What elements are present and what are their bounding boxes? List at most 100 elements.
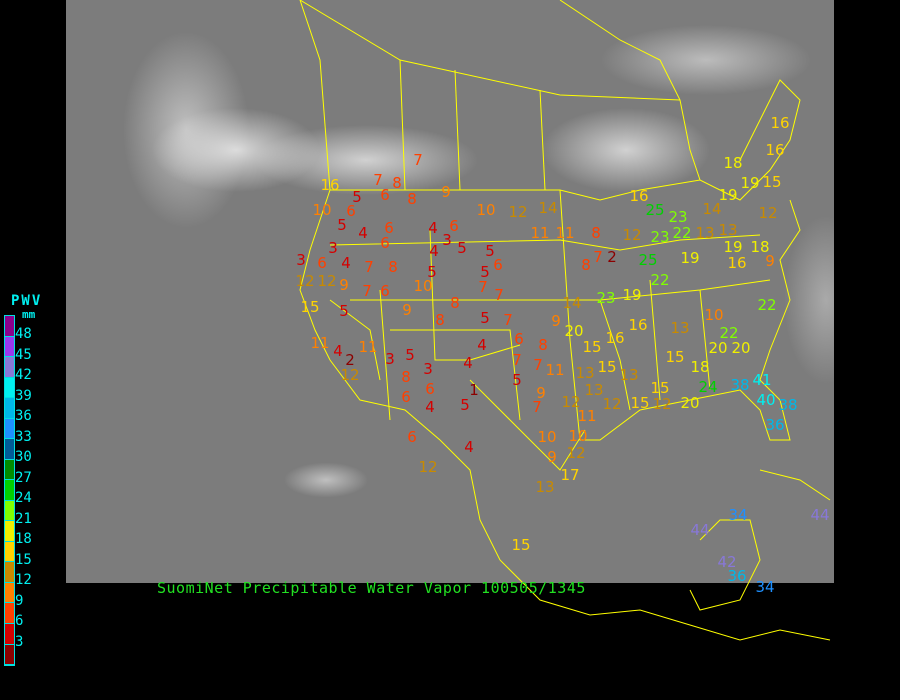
station-pwv-value: 8 [435, 311, 445, 329]
station-pwv-value: 13 [584, 381, 603, 399]
station-pwv-value: 23 [650, 228, 669, 246]
station-pwv-value: 38 [778, 396, 797, 414]
station-pwv-value: 15 [300, 298, 319, 316]
station-pwv-value: 11 [555, 224, 574, 242]
legend-swatch [5, 418, 14, 440]
station-pwv-value: 4 [428, 219, 438, 237]
station-pwv-value: 11 [577, 407, 596, 425]
station-pwv-value: 20 [731, 339, 750, 357]
boundary-line [469, 379, 586, 471]
station-pwv-value: 7 [413, 151, 423, 169]
station-pwv-value: 16 [628, 316, 647, 334]
boundary-line [539, 89, 546, 191]
station-pwv-value: 15 [762, 173, 781, 191]
station-pwv-value: 22 [650, 271, 669, 289]
station-pwv-value: 13 [575, 364, 594, 382]
station-pwv-value: 10 [537, 428, 556, 446]
station-pwv-value: 7 [593, 248, 603, 266]
boundary-line [689, 519, 761, 611]
station-pwv-value: 14 [702, 200, 721, 218]
station-pwv-value: 6 [425, 380, 435, 398]
legend-swatch [5, 377, 14, 399]
station-pwv-value: 25 [645, 201, 664, 219]
station-pwv-value: 6 [514, 330, 524, 348]
legend-label: 48 [15, 326, 32, 342]
boundary-line [329, 299, 381, 381]
legend-swatch [5, 500, 14, 522]
station-pwv-value: 14 [538, 199, 557, 217]
station-pwv-value: 5 [512, 371, 522, 389]
station-pwv-value: 5 [405, 346, 415, 364]
station-pwv-value: 6 [401, 388, 411, 406]
legend-color-bar [4, 315, 15, 666]
legend-label: 36 [15, 408, 32, 424]
station-pwv-value: 4 [358, 224, 368, 242]
station-pwv-value: 7 [532, 398, 542, 416]
legend-label: 33 [15, 428, 32, 445]
station-pwv-value: 8 [388, 258, 398, 276]
station-pwv-value: 9 [765, 252, 775, 270]
legend-swatch [5, 316, 14, 337]
station-pwv-value: 41 [752, 371, 771, 389]
station-pwv-value: 20 [680, 394, 699, 412]
station-pwv-value: 16 [770, 114, 789, 132]
station-pwv-value: 7 [503, 311, 513, 329]
legend-swatch [5, 336, 14, 358]
station-pwv-value: 18 [690, 358, 709, 376]
map-title: SuomiNet Precipitable Water Vapor 100505… [157, 579, 586, 597]
station-pwv-value: 11 [310, 334, 329, 352]
legend-swatch [5, 562, 14, 583]
station-pwv-value: 12 [418, 458, 437, 476]
boundary-line [350, 279, 771, 301]
legend-label: 21 [15, 510, 32, 527]
boundary-line [699, 289, 711, 391]
station-pwv-value: 5 [480, 263, 490, 281]
station-pwv-value: 9 [551, 312, 561, 330]
station-pwv-value: 6 [317, 254, 327, 272]
station-pwv-value: 13 [535, 478, 554, 496]
station-pwv-value: 12 [566, 444, 585, 462]
station-pwv-value: 15 [582, 338, 601, 356]
legend-swatch [5, 541, 14, 563]
boundary-line [390, 329, 521, 421]
station-pwv-value: 9 [402, 301, 412, 319]
station-pwv-value: 19 [680, 249, 699, 267]
station-pwv-value: 23 [596, 289, 615, 307]
station-pwv-value: 8 [581, 256, 591, 274]
station-pwv-value: 9 [547, 448, 557, 466]
station-pwv-value: 7 [373, 171, 383, 189]
station-pwv-value: 20 [564, 322, 583, 340]
legend-label: 12 [15, 572, 32, 588]
boundary-line [759, 469, 831, 501]
station-pwv-value: 36 [727, 567, 746, 585]
station-pwv-value: 3 [328, 239, 338, 257]
station-pwv-value: 12 [317, 272, 336, 290]
station-pwv-value: 13 [695, 224, 714, 242]
boundary-line [649, 279, 661, 401]
station-pwv-value: 40 [756, 391, 775, 409]
station-pwv-value: 22 [719, 324, 738, 342]
station-pwv-value: 34 [755, 578, 774, 596]
legend-label: 42 [15, 367, 32, 383]
station-pwv-value: 4 [341, 254, 351, 272]
station-pwv-value: 4 [464, 438, 474, 456]
station-pwv-value: 16 [320, 176, 339, 194]
station-pwv-value: 34 [728, 506, 747, 524]
station-pwv-value: 8 [591, 224, 601, 242]
station-pwv-value: 16 [629, 187, 648, 205]
station-pwv-value: 3 [442, 231, 452, 249]
station-pwv-value: 8 [392, 174, 402, 192]
station-pwv-value: 12 [602, 395, 621, 413]
station-pwv-value: 6 [380, 186, 390, 204]
station-pwv-value: 5 [339, 302, 349, 320]
station-pwv-value: 6 [380, 234, 390, 252]
station-pwv-value: 5 [457, 239, 467, 257]
legend-swatch [5, 398, 14, 419]
station-pwv-value: 19 [723, 238, 742, 256]
station-pwv-value: 8 [407, 190, 417, 208]
station-pwv-value: 13 [670, 319, 689, 337]
station-pwv-value: 19 [718, 186, 737, 204]
station-pwv-value: 7 [362, 282, 372, 300]
station-pwv-value: 6 [407, 428, 417, 446]
